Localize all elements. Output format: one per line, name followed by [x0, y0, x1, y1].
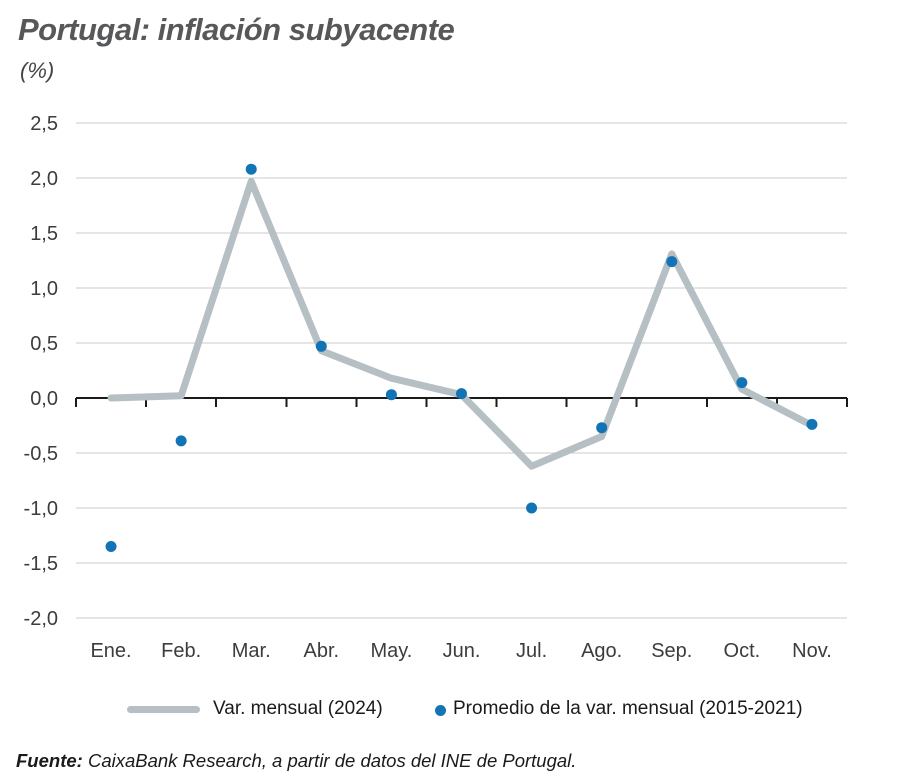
source-note: Fuente: CaixaBank Research, a partir de …: [16, 750, 576, 772]
x-tick-label: Ago.: [581, 640, 622, 662]
y-tick-label: 2,0: [30, 168, 58, 190]
x-tick-label: Oct.: [724, 640, 761, 662]
series-dot-promedio: [736, 377, 748, 389]
series-dot-promedio: [315, 340, 327, 352]
source-text: CaixaBank Research, a partir de datos de…: [82, 750, 577, 771]
unit-label: (%): [20, 58, 55, 83]
y-tick-label: 1,0: [30, 278, 58, 300]
x-tick-label: Ene.: [90, 640, 131, 662]
y-tick-label: 2,5: [30, 113, 58, 135]
y-tick-label: 1,5: [30, 223, 58, 245]
source-label: Fuente:: [16, 750, 83, 771]
series-dot-promedio: [526, 502, 538, 514]
series-dot-promedio: [456, 388, 467, 400]
series-dot-promedio: [105, 541, 117, 552]
y-tick-label: -1,5: [24, 553, 58, 575]
y-tick-label: -0,5: [24, 443, 58, 465]
x-tick-label: Mar.: [232, 640, 271, 662]
y-tick-label: -1,0: [24, 498, 58, 520]
x-tick-label: May.: [370, 640, 412, 662]
series-dot-promedio: [596, 422, 608, 434]
legend-line-swatch-icon: [127, 706, 200, 713]
y-tick-label: 0,5: [30, 333, 58, 355]
legend-label-var-mensual: Var. mensual (2024): [213, 698, 383, 719]
legend-dot-swatch-icon: [435, 705, 446, 716]
x-tick-label: Jun.: [443, 640, 481, 662]
chart-legend: Var. mensual (2024) Promedio de la var. …: [0, 692, 900, 728]
x-tick-label: Nov.: [792, 640, 832, 662]
series-dot-promedio: [175, 435, 187, 447]
x-tick-label: Jul.: [516, 640, 547, 662]
series-dot-promedio: [666, 256, 678, 268]
y-tick-label: 0,0: [30, 388, 58, 410]
x-tick-label: Feb.: [161, 640, 201, 662]
series-line-var-mensual-2024: [107, 177, 816, 470]
x-tick-label: Sep.: [651, 640, 692, 662]
y-tick-label: -2,0: [24, 608, 58, 630]
series-dot-promedio: [806, 418, 818, 430]
x-tick-label: Abr.: [304, 640, 340, 662]
series-dot-promedio: [245, 163, 257, 175]
series-dot-promedio: [385, 389, 397, 401]
chart-title: Portugal: inflación subyacente: [18, 12, 455, 47]
legend-label-promedio: Promedio de la var. mensual (2015-2021): [453, 698, 803, 719]
